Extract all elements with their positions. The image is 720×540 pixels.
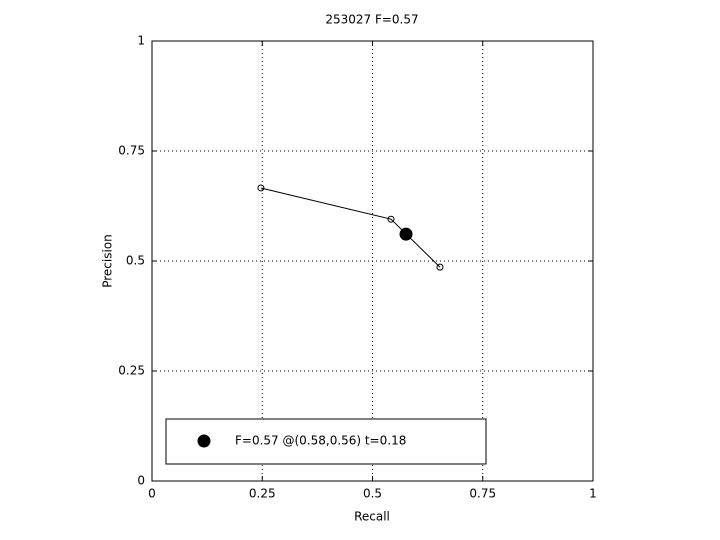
axes-box (151, 40, 594, 482)
point-marker (436, 263, 444, 271)
y-tick-label: 0.5 (126, 254, 145, 268)
point-marker (257, 184, 265, 192)
point-marker (387, 215, 395, 223)
best-point (399, 227, 413, 241)
y-axis-label: Precision (101, 234, 115, 288)
x-tick-label: 1 (589, 487, 597, 501)
chart-title: 253027 F=0.57 (325, 13, 418, 27)
x-tick-label: 0 (148, 487, 156, 501)
x-tick-label: 0.25 (249, 487, 276, 501)
legend-label: F=0.57 @(0.58,0.56) t=0.18 (235, 434, 406, 448)
x-axis-label: Recall (354, 510, 390, 524)
x-tick-label: 0.5 (363, 487, 382, 501)
y-tick-label: 1 (137, 34, 145, 48)
x-tick-label: 0.75 (469, 487, 496, 501)
legend-marker (197, 434, 211, 448)
legend-box (165, 418, 487, 465)
y-tick-label: 0.75 (118, 144, 145, 158)
y-tick-label: 0 (137, 474, 145, 488)
y-tick-label: 0.25 (118, 364, 145, 378)
series-line (260, 187, 441, 268)
